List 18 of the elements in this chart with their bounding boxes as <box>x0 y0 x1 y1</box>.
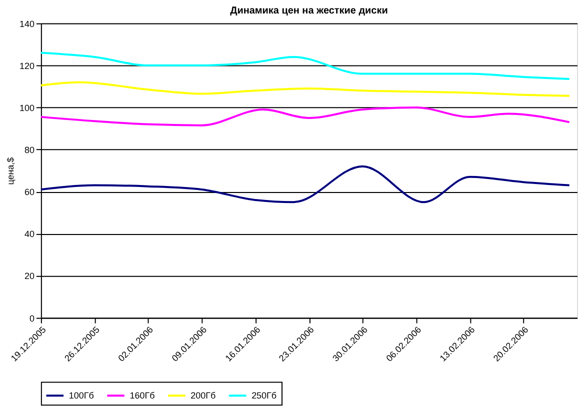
legend-label: 100Гб <box>68 390 94 401</box>
y-tick-label: 60 <box>24 187 34 198</box>
line-series <box>40 165 570 204</box>
y-axis-title: цена,$ <box>5 157 16 185</box>
y-tick-label: 20 <box>24 271 34 282</box>
legend-label: 200Гб <box>190 390 216 401</box>
chart-title: Динамика цен на жесткие диски <box>230 5 388 16</box>
y-tick-label: 100 <box>19 102 34 113</box>
line-series <box>40 106 570 126</box>
y-tick-label: 140 <box>19 18 34 29</box>
y-tick-label: 0 <box>29 313 34 324</box>
line-series <box>40 52 570 80</box>
y-tick-label: 120 <box>19 60 34 71</box>
line-series <box>40 81 570 97</box>
legend-label: 250Гб <box>252 390 277 401</box>
legend-label: 160Гб <box>130 390 155 401</box>
y-tick-label: 80 <box>24 145 34 156</box>
y-tick-label: 40 <box>24 229 34 240</box>
